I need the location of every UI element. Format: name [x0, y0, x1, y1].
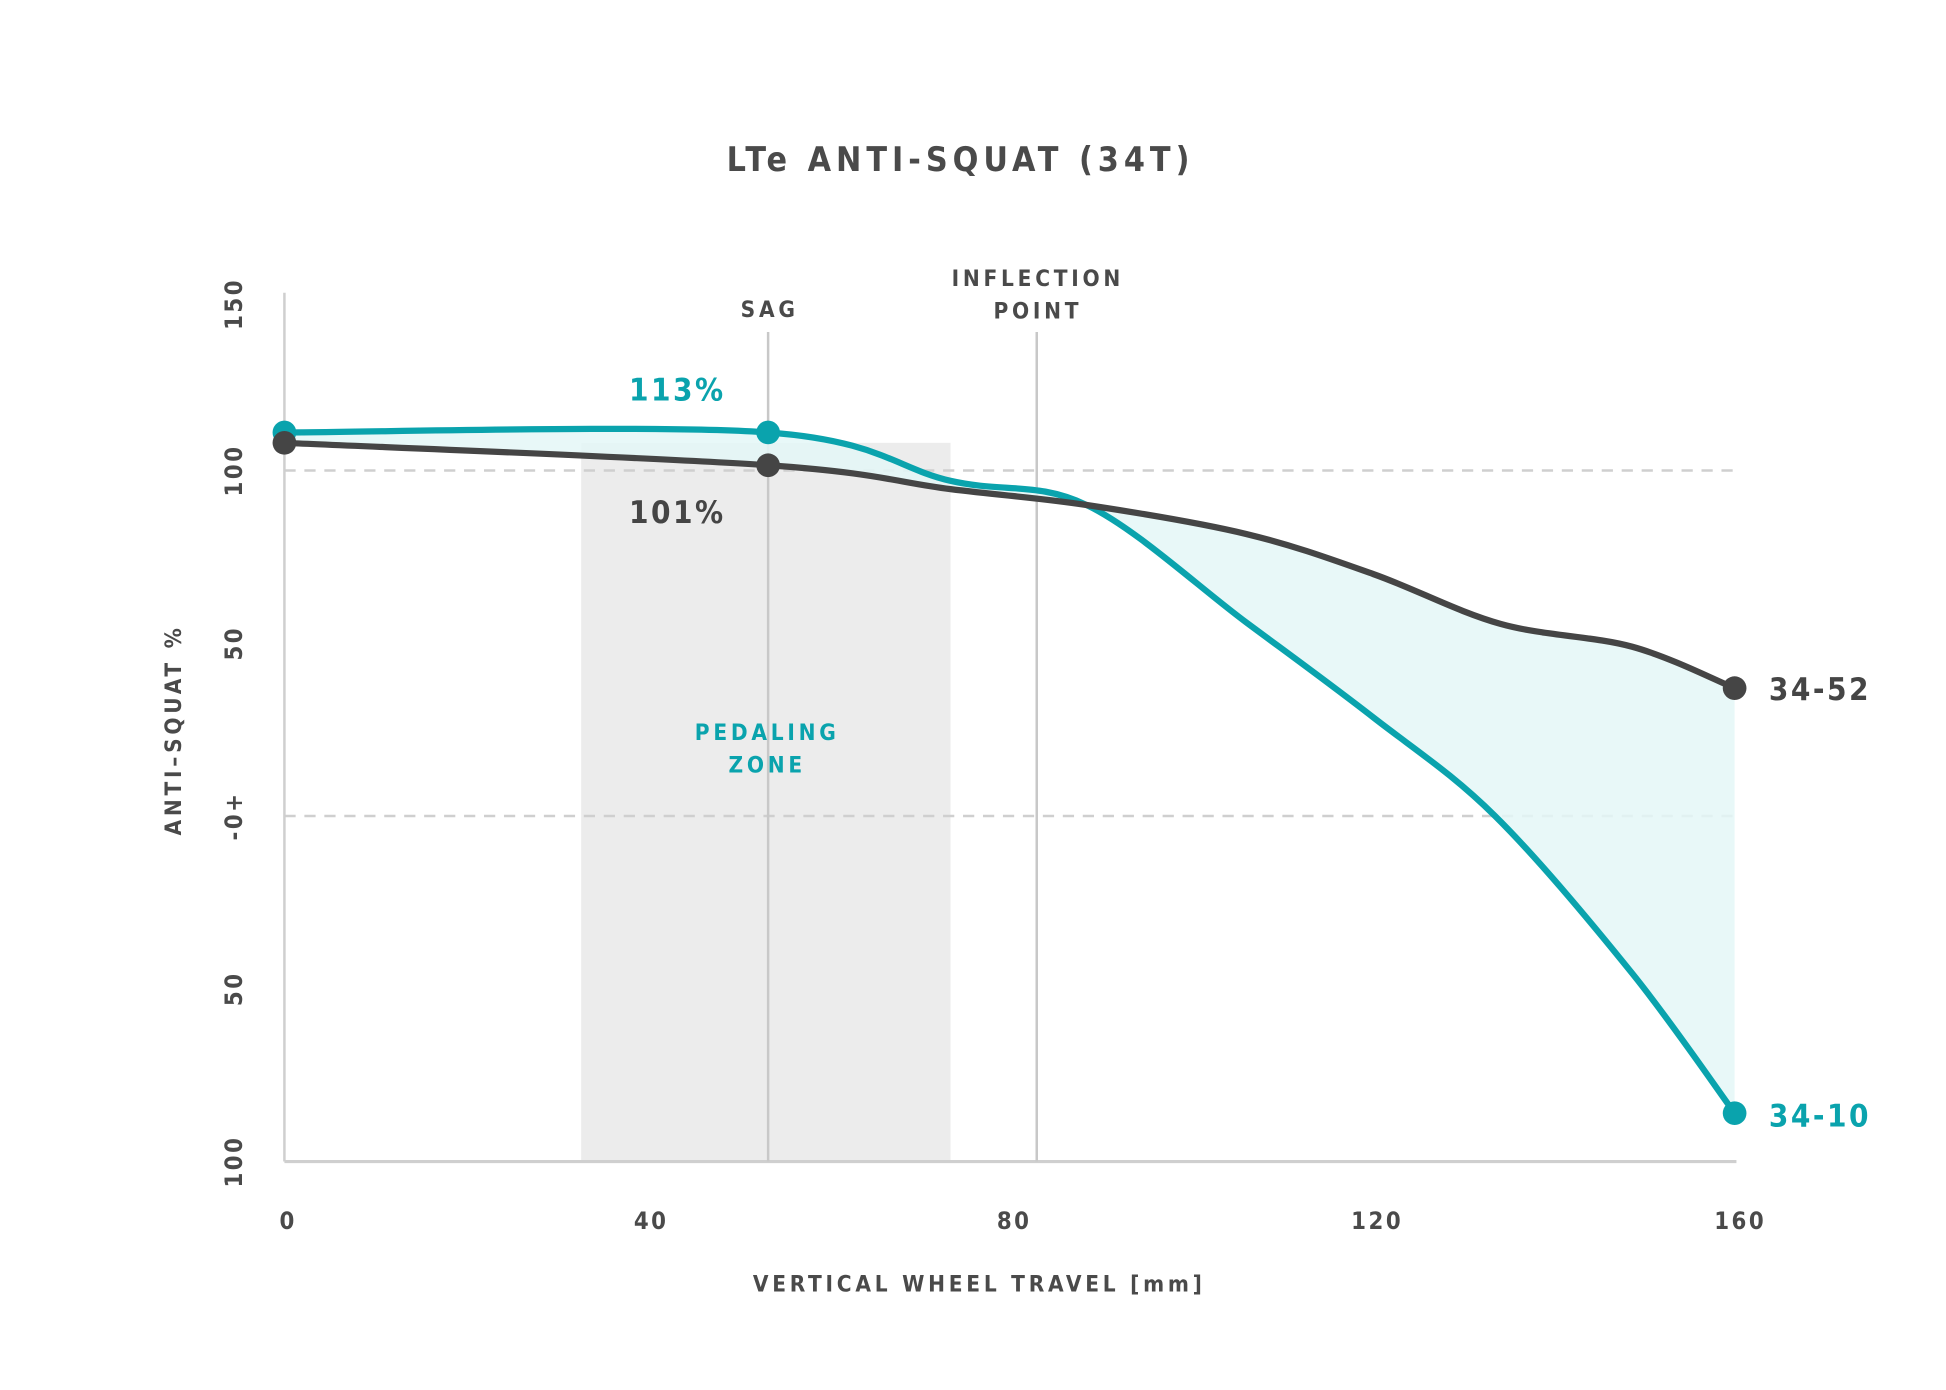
sag-label: SAG — [741, 297, 799, 323]
data-point-34-52 — [272, 430, 297, 455]
x-tick-label: 120 — [1351, 1207, 1403, 1235]
series-line-34-52 — [281, 439, 1738, 692]
difference-area — [284, 428, 1735, 1114]
x-tick-label: 160 — [1714, 1207, 1766, 1235]
pedaling-zone-label-2: ZONE — [728, 752, 805, 778]
y-tick-label: -0+ — [220, 791, 248, 840]
x-tick-label: 40 — [634, 1207, 669, 1235]
inflection-label-2: POINT — [993, 298, 1082, 324]
y-tick-label: 50 — [220, 626, 248, 661]
inflection-label-1: INFLECTION — [952, 266, 1124, 292]
series-line-34-10 — [281, 425, 1738, 1117]
data-point-34-10 — [1722, 1101, 1747, 1126]
y-tick-label: 150 — [220, 278, 248, 330]
y-tick-label: 50 — [220, 971, 248, 1006]
y-tick-label: 100 — [220, 444, 248, 496]
pedaling-zone — [581, 442, 951, 1162]
teal-value-label: 113% — [629, 373, 726, 409]
dark-value-label: 101% — [629, 495, 726, 531]
series-label-34-10: 34-10 — [1769, 1099, 1871, 1135]
y-tick-label: 100 — [220, 1136, 248, 1188]
x-tick-label: 0 — [279, 1207, 296, 1235]
series-label-34-52: 34-52 — [1769, 672, 1871, 708]
chart-title: LTe ANTI-SQUAT (34T) — [727, 140, 1195, 179]
data-point-34-10 — [756, 420, 780, 445]
x-tick-label: 80 — [997, 1207, 1032, 1235]
data-point-34-52 — [1722, 676, 1747, 701]
y-axis-label: ANTI–SQUAT % — [161, 624, 187, 835]
pedaling-zone-label-1: PEDALING — [695, 720, 840, 746]
x-axis-label: VERTICAL WHEEL TRAVEL [mm] — [753, 1271, 1206, 1297]
data-point-34-52 — [756, 453, 780, 478]
